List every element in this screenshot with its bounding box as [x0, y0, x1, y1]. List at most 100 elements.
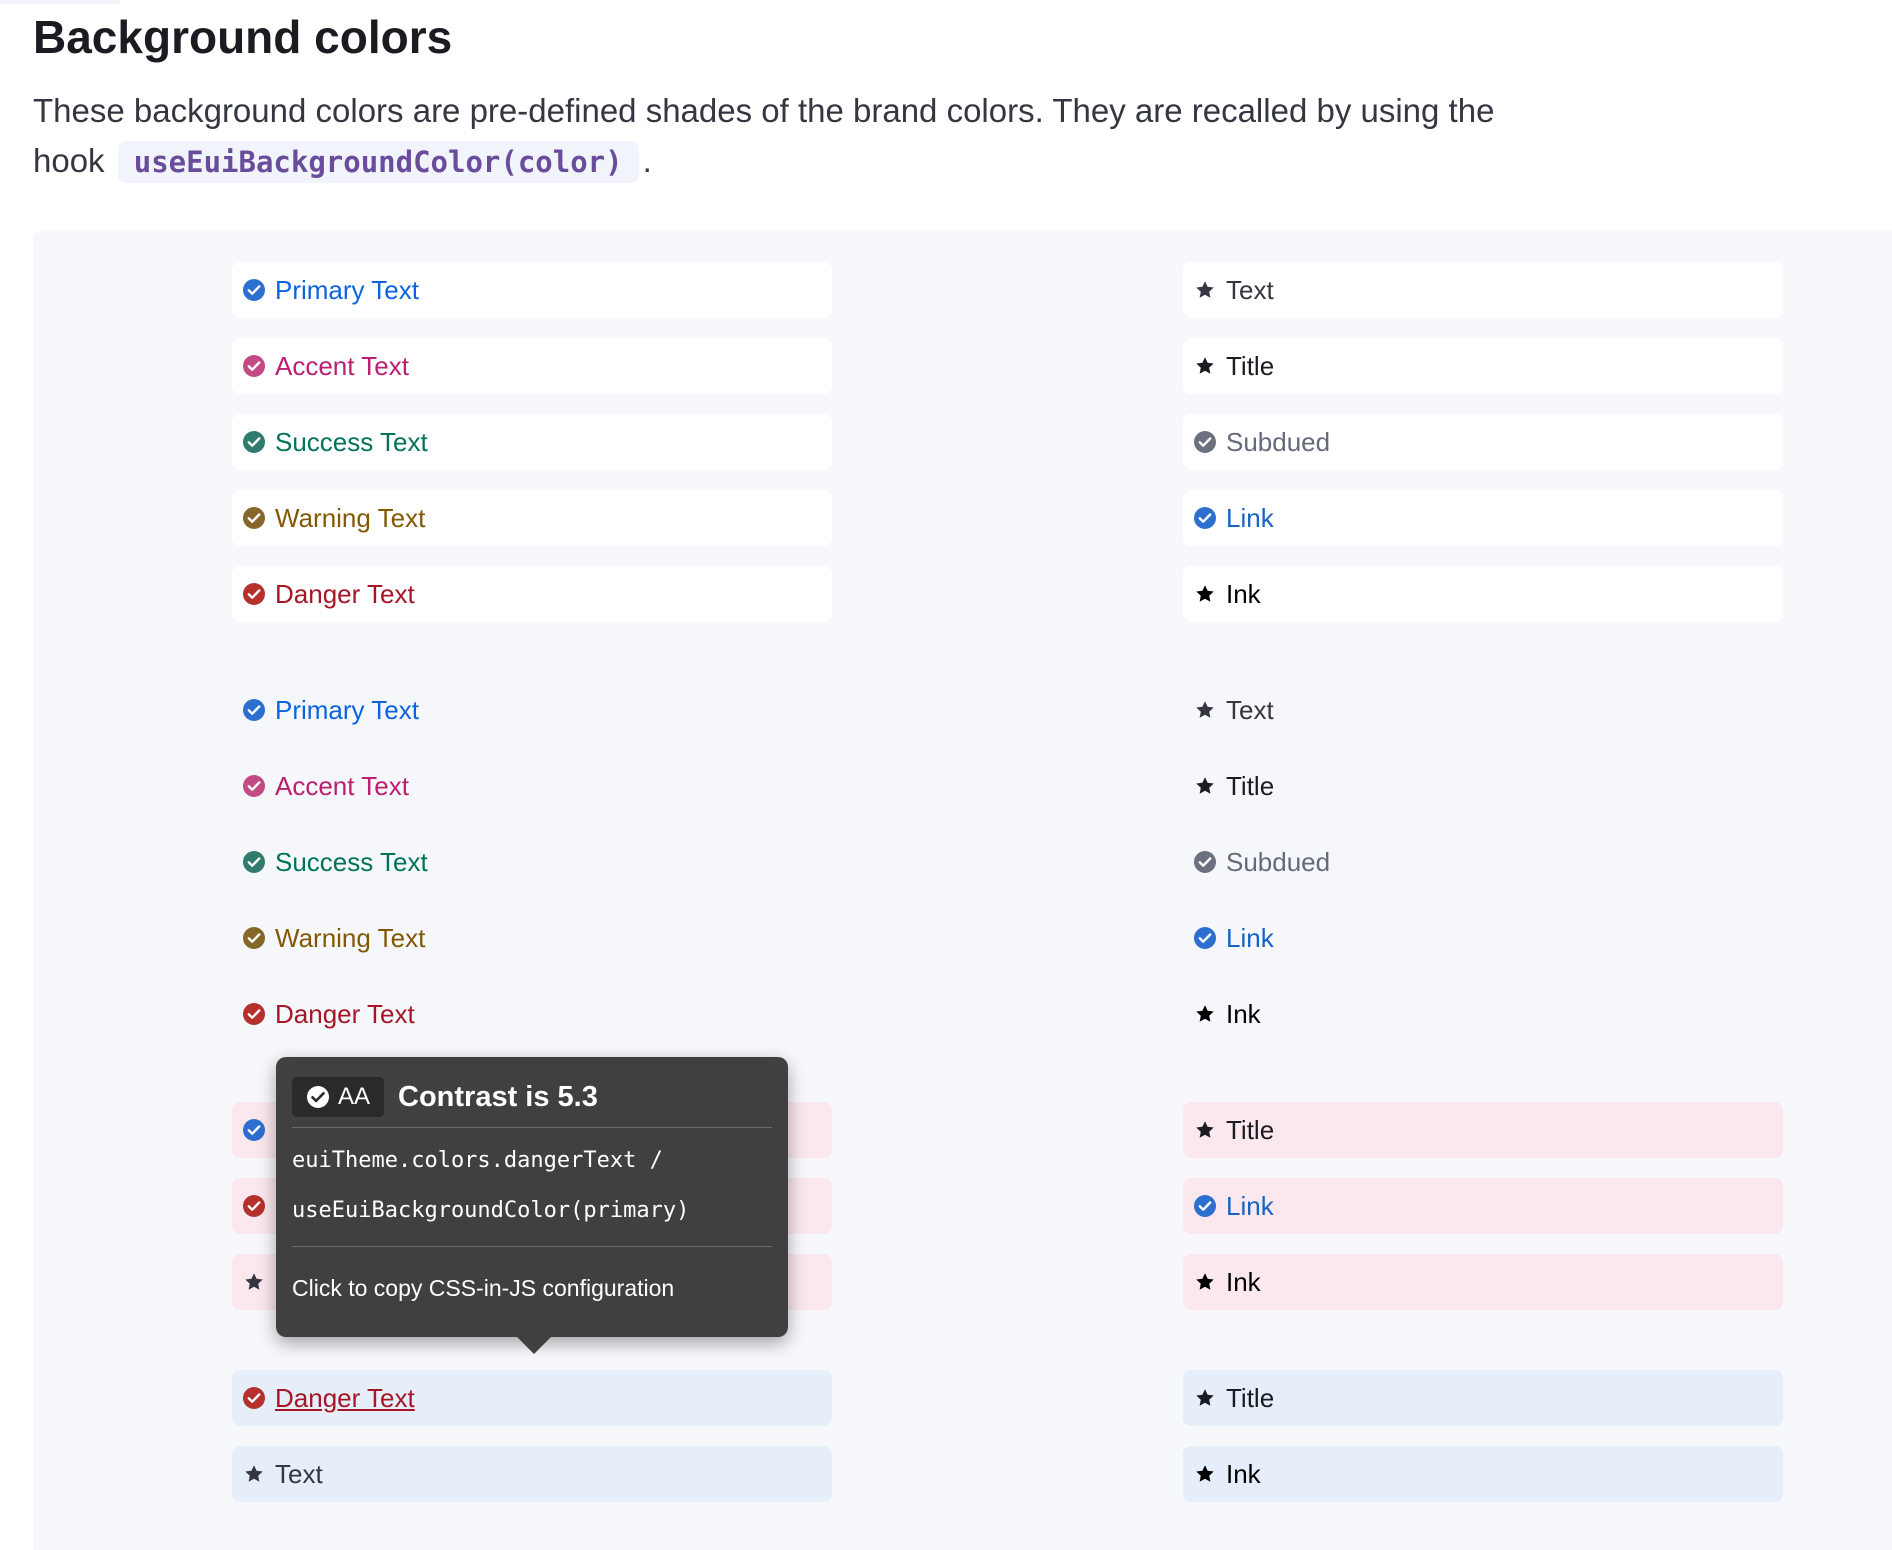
- swatch-label: Ink: [1226, 1266, 1261, 1297]
- description-end: .: [642, 142, 652, 179]
- check-circle-icon: [242, 850, 266, 874]
- tooltip-header: AA Contrast is 5.3: [292, 1077, 772, 1117]
- color-swatch-item[interactable]: Primary Text: [232, 682, 832, 738]
- aa-badge: AA: [292, 1077, 385, 1117]
- contrast-ratio-title: Contrast is 5.3: [398, 1080, 598, 1113]
- color-swatch-item[interactable]: Link: [1183, 910, 1783, 966]
- check-circle-icon: [1193, 926, 1217, 950]
- swatch-label: Subdued: [1226, 426, 1331, 457]
- color-swatch-item[interactable]: Title: [1183, 338, 1783, 394]
- star-icon: [1193, 1002, 1217, 1026]
- aa-badge-label: AA: [338, 1083, 371, 1110]
- swatch-label: Text: [1226, 694, 1274, 725]
- swatch-label: Danger Text: [275, 1382, 415, 1413]
- color-swatch-item[interactable]: Subdued: [1183, 834, 1783, 890]
- check-circle-icon: [242, 1386, 266, 1410]
- swatch-label: Primary Text: [275, 694, 419, 725]
- color-swatch-item[interactable]: Title: [1183, 1102, 1783, 1158]
- color-swatch-item[interactable]: Warning Text: [232, 910, 832, 966]
- tooltip-divider-2: [292, 1246, 772, 1247]
- color-swatch-item[interactable]: Warning Text: [232, 490, 832, 546]
- swatch-label: Accent Text: [275, 770, 409, 801]
- color-swatch-item[interactable]: Ink: [1183, 566, 1783, 622]
- color-swatch-item[interactable]: Success Text: [232, 414, 832, 470]
- check-circle-icon: [1193, 506, 1217, 530]
- color-swatch-item[interactable]: Danger Text: [232, 1370, 832, 1426]
- color-swatch-item[interactable]: Primary Text: [232, 262, 832, 318]
- swatch-label: Danger Text: [275, 998, 415, 1029]
- copy-config-hint: Click to copy CSS-in-JS configuration: [292, 1275, 675, 1301]
- color-swatch-item[interactable]: Link: [1183, 1178, 1783, 1234]
- check-circle-icon: [307, 1086, 329, 1108]
- swatch-label: Success Text: [275, 426, 428, 457]
- color-swatch-item[interactable]: Subdued: [1183, 414, 1783, 470]
- swatch-label: Success Text: [275, 846, 428, 877]
- star-icon: [1193, 1270, 1217, 1294]
- color-swatch-item[interactable]: Accent Text: [232, 758, 832, 814]
- check-circle-icon: [242, 506, 266, 530]
- tooltip-code-line-1: euiTheme.colors.dangerText /: [292, 1148, 663, 1173]
- color-swatch-item[interactable]: Title: [1183, 758, 1783, 814]
- page-title: Background colors: [33, 11, 453, 63]
- check-circle-icon: [242, 430, 266, 454]
- swatch-label: Title: [1226, 1114, 1275, 1145]
- swatch-label: Ink: [1226, 1458, 1261, 1489]
- star-icon: [242, 1270, 266, 1294]
- swatch-label: Link: [1226, 1190, 1274, 1221]
- swatch-label: Subdued: [1226, 846, 1331, 877]
- check-circle-icon: [242, 354, 266, 378]
- swatch-label: Primary Text: [275, 274, 419, 305]
- check-circle-icon: [242, 278, 266, 302]
- color-swatch-item[interactable]: Ink: [1183, 1446, 1783, 1502]
- color-swatch-item[interactable]: Title: [1183, 1370, 1783, 1426]
- tooltip-code-line-2: useEuiBackgroundColor(primary): [292, 1198, 690, 1223]
- tooltip-divider: [292, 1127, 772, 1128]
- swatch-label: Title: [1226, 770, 1275, 801]
- swatch-label: Title: [1226, 350, 1275, 381]
- swatch-label: Title: [1226, 1382, 1275, 1413]
- swatch-label: Danger Text: [275, 578, 415, 609]
- color-swatch-item[interactable]: Danger Text: [232, 986, 832, 1042]
- color-swatch-item[interactable]: Danger Text: [232, 566, 832, 622]
- color-swatch-item[interactable]: Text: [1183, 262, 1783, 318]
- star-icon: [1193, 354, 1217, 378]
- star-icon: [1193, 698, 1217, 722]
- description-text: These background colors are pre-defined …: [33, 92, 1495, 179]
- check-circle-icon: [242, 582, 266, 606]
- color-swatch-item[interactable]: Ink: [1183, 1254, 1783, 1310]
- check-circle-icon: [1193, 1194, 1217, 1218]
- swatch-label: Text: [275, 1458, 323, 1489]
- color-swatch-item[interactable]: Text: [1183, 682, 1783, 738]
- swatch-label: Accent Text: [275, 350, 409, 381]
- check-circle-icon: [242, 774, 266, 798]
- check-circle-icon: [242, 1194, 266, 1218]
- color-swatch-item[interactable]: Success Text: [232, 834, 832, 890]
- color-swatch-item[interactable]: Accent Text: [232, 338, 832, 394]
- swatch-label: Link: [1226, 922, 1274, 953]
- swatch-label: Warning Text: [275, 502, 426, 533]
- color-swatch-item[interactable]: Link: [1183, 490, 1783, 546]
- hook-code: useEuiBackgroundColor(color): [117, 141, 639, 183]
- star-icon: [1193, 1386, 1217, 1410]
- top-edge-marker: [0, 0, 120, 4]
- section-description: These background colors are pre-defined …: [33, 86, 1533, 187]
- check-circle-icon: [1193, 850, 1217, 874]
- check-circle-icon: [242, 926, 266, 950]
- swatch-label: Ink: [1226, 998, 1261, 1029]
- tooltip-code: euiTheme.colors.dangerText / useEuiBackg…: [292, 1136, 772, 1236]
- star-icon: [1193, 582, 1217, 606]
- check-circle-icon: [242, 1118, 266, 1142]
- star-icon: [1193, 1118, 1217, 1142]
- star-icon: [242, 1462, 266, 1486]
- color-swatch-item[interactable]: Text: [232, 1446, 832, 1502]
- swatch-label: Warning Text: [275, 922, 426, 953]
- star-icon: [1193, 1462, 1217, 1486]
- star-icon: [1193, 278, 1217, 302]
- contrast-tooltip: AA Contrast is 5.3 euiTheme.colors.dange…: [276, 1057, 788, 1354]
- color-swatch-item[interactable]: Ink: [1183, 986, 1783, 1042]
- swatch-label: Text: [1226, 274, 1274, 305]
- swatch-label: Ink: [1226, 578, 1261, 609]
- star-icon: [1193, 774, 1217, 798]
- check-circle-icon: [1193, 430, 1217, 454]
- check-circle-icon: [242, 698, 266, 722]
